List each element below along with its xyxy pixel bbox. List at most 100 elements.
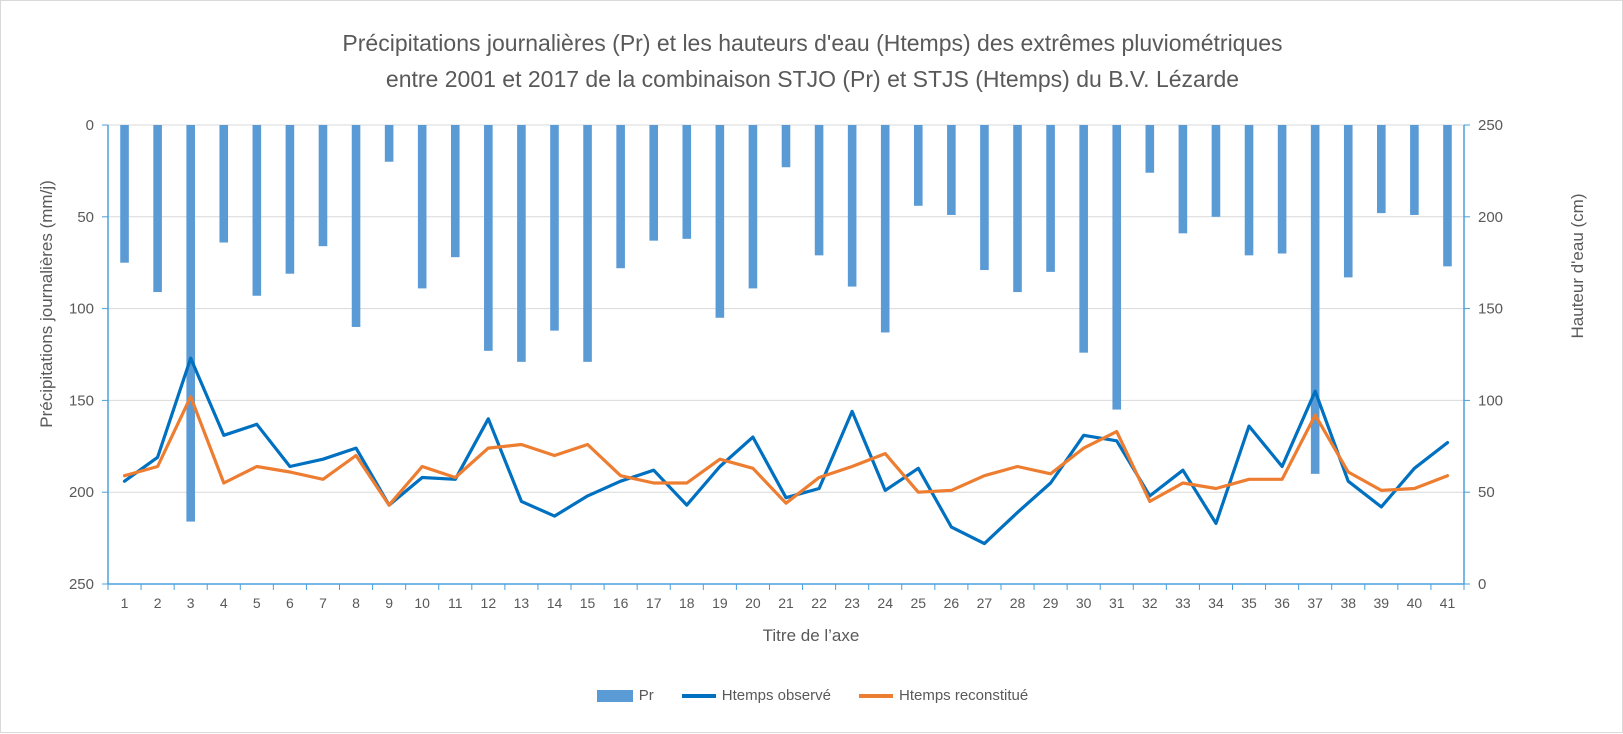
- y-tick-label-left: 200: [69, 484, 94, 501]
- bar-pr: [1112, 125, 1122, 410]
- x-tick-label: 11: [448, 595, 463, 611]
- y-tick-label-right: 0: [1478, 576, 1486, 593]
- x-tick-label: 19: [712, 595, 728, 611]
- axes: [102, 124, 1470, 590]
- x-tick-label: 40: [1407, 595, 1423, 611]
- bar-pr: [1211, 125, 1221, 217]
- y-tick-label-right: 100: [1478, 392, 1503, 409]
- bar-pr: [649, 125, 659, 241]
- bar-pr: [1013, 125, 1022, 293]
- bar-pr: [351, 125, 361, 327]
- bar-pr: [1178, 125, 1188, 234]
- x-tick-label: 37: [1307, 595, 1323, 611]
- x-tick-label: 25: [911, 595, 927, 611]
- y-tick-label-left: 50: [77, 209, 94, 226]
- bar-pr: [252, 125, 262, 296]
- legend-swatch-pr: [596, 689, 633, 702]
- bar-pr: [384, 125, 394, 162]
- lines-htemps: [122, 356, 1450, 546]
- x-tick-label: 21: [778, 595, 794, 611]
- legend-label-pr: Pr: [638, 687, 654, 704]
- x-tick-label: 30: [1076, 595, 1092, 611]
- x-tick-label: 28: [1010, 595, 1026, 611]
- bar-pr: [947, 125, 956, 215]
- bar-pr: [450, 125, 460, 258]
- bar-pr: [285, 125, 295, 274]
- y-tick-label-left: 100: [69, 301, 94, 318]
- legend-item-htemps-observe: Htemps observé: [681, 687, 831, 704]
- y-axis-left-label: Précipitations journalières (mm/j): [37, 180, 56, 428]
- bar-pr: [682, 125, 692, 239]
- bar-pr: [1277, 125, 1287, 254]
- bar-pr: [1145, 125, 1155, 173]
- x-tick-label: 13: [514, 595, 530, 611]
- legend-item-pr: Pr: [596, 687, 654, 704]
- bar-pr: [1079, 125, 1088, 353]
- x-tick-label: 4: [220, 595, 228, 611]
- bar-pr: [880, 125, 890, 333]
- bar-pr: [847, 125, 857, 287]
- bar-pr: [1310, 125, 1320, 474]
- bar-pr: [417, 125, 427, 289]
- x-tick-label: 35: [1241, 595, 1257, 611]
- bar-pr: [1443, 125, 1452, 267]
- x-tick-label: 17: [646, 595, 662, 611]
- bar-pr: [814, 125, 824, 256]
- bar-pr: [120, 125, 129, 263]
- bar-pr: [517, 125, 526, 362]
- bar-pr: [1377, 125, 1386, 214]
- bar-pr: [1410, 125, 1419, 215]
- x-tick-label: 26: [944, 595, 960, 611]
- x-tick-label: 16: [613, 595, 629, 611]
- x-axis-label: Titre de l’axe: [763, 626, 860, 645]
- legend-label-htemps-reconstitue: Htemps reconstitué: [898, 687, 1029, 704]
- x-tick-label: 14: [547, 595, 563, 611]
- bar-pr: [186, 125, 195, 522]
- x-tick-label: 32: [1142, 595, 1158, 611]
- x-tick-label: 15: [580, 595, 596, 611]
- bars-pr: [120, 125, 1452, 522]
- y-tick-label-right: 250: [1478, 117, 1503, 134]
- y-tick-label-left: 0: [86, 117, 94, 134]
- chart-title: Précipitations journalières (Pr) et les …: [1, 25, 1623, 97]
- y-tick-label-right: 200: [1478, 209, 1503, 226]
- chart-title-line-1: Précipitations journalières (Pr) et les …: [342, 30, 1283, 56]
- x-tick-label: 34: [1208, 595, 1224, 611]
- x-tick-label: 23: [844, 595, 860, 611]
- bar-pr: [616, 125, 625, 269]
- chart-title-line-2: entre 2001 et 2017 de la combinaison STJ…: [385, 66, 1240, 92]
- x-tick-label: 38: [1340, 595, 1356, 611]
- bar-pr: [153, 125, 162, 293]
- x-tick-label: 12: [481, 595, 497, 611]
- bar-pr: [550, 125, 559, 331]
- bar-pr: [219, 125, 229, 243]
- x-tick-label: 29: [1043, 595, 1059, 611]
- y-tick-label-left: 150: [69, 392, 94, 409]
- x-tick-label: 18: [679, 595, 695, 611]
- bar-pr: [484, 125, 493, 351]
- legend-swatch-htemps-reconstitue: [858, 693, 893, 698]
- legend-swatch-htemps-observe: [681, 693, 716, 698]
- x-tick-label: 7: [319, 595, 327, 611]
- x-tick-label: 22: [811, 595, 827, 611]
- x-tick-label: 31: [1109, 595, 1125, 611]
- x-tick-label: 6: [286, 595, 294, 611]
- bar-pr: [913, 125, 923, 206]
- y-tick-label-right: 50: [1478, 484, 1495, 501]
- bar-pr: [781, 125, 791, 168]
- x-tick-label: 10: [414, 595, 430, 611]
- x-tick-label: 36: [1274, 595, 1290, 611]
- bar-pr: [748, 125, 758, 289]
- bar-pr: [318, 125, 328, 247]
- bar-pr: [715, 125, 725, 318]
- x-tick-label: 20: [745, 595, 761, 611]
- x-tick-label: 24: [877, 595, 893, 611]
- x-tick-label: 9: [385, 595, 393, 611]
- bar-pr: [583, 125, 592, 362]
- gridlines: [108, 124, 1464, 585]
- line-htemps-observe: [122, 356, 1450, 546]
- legend-item-htemps-reconstitue: Htemps reconstitué: [858, 687, 1029, 704]
- x-tick-label: 41: [1440, 595, 1456, 611]
